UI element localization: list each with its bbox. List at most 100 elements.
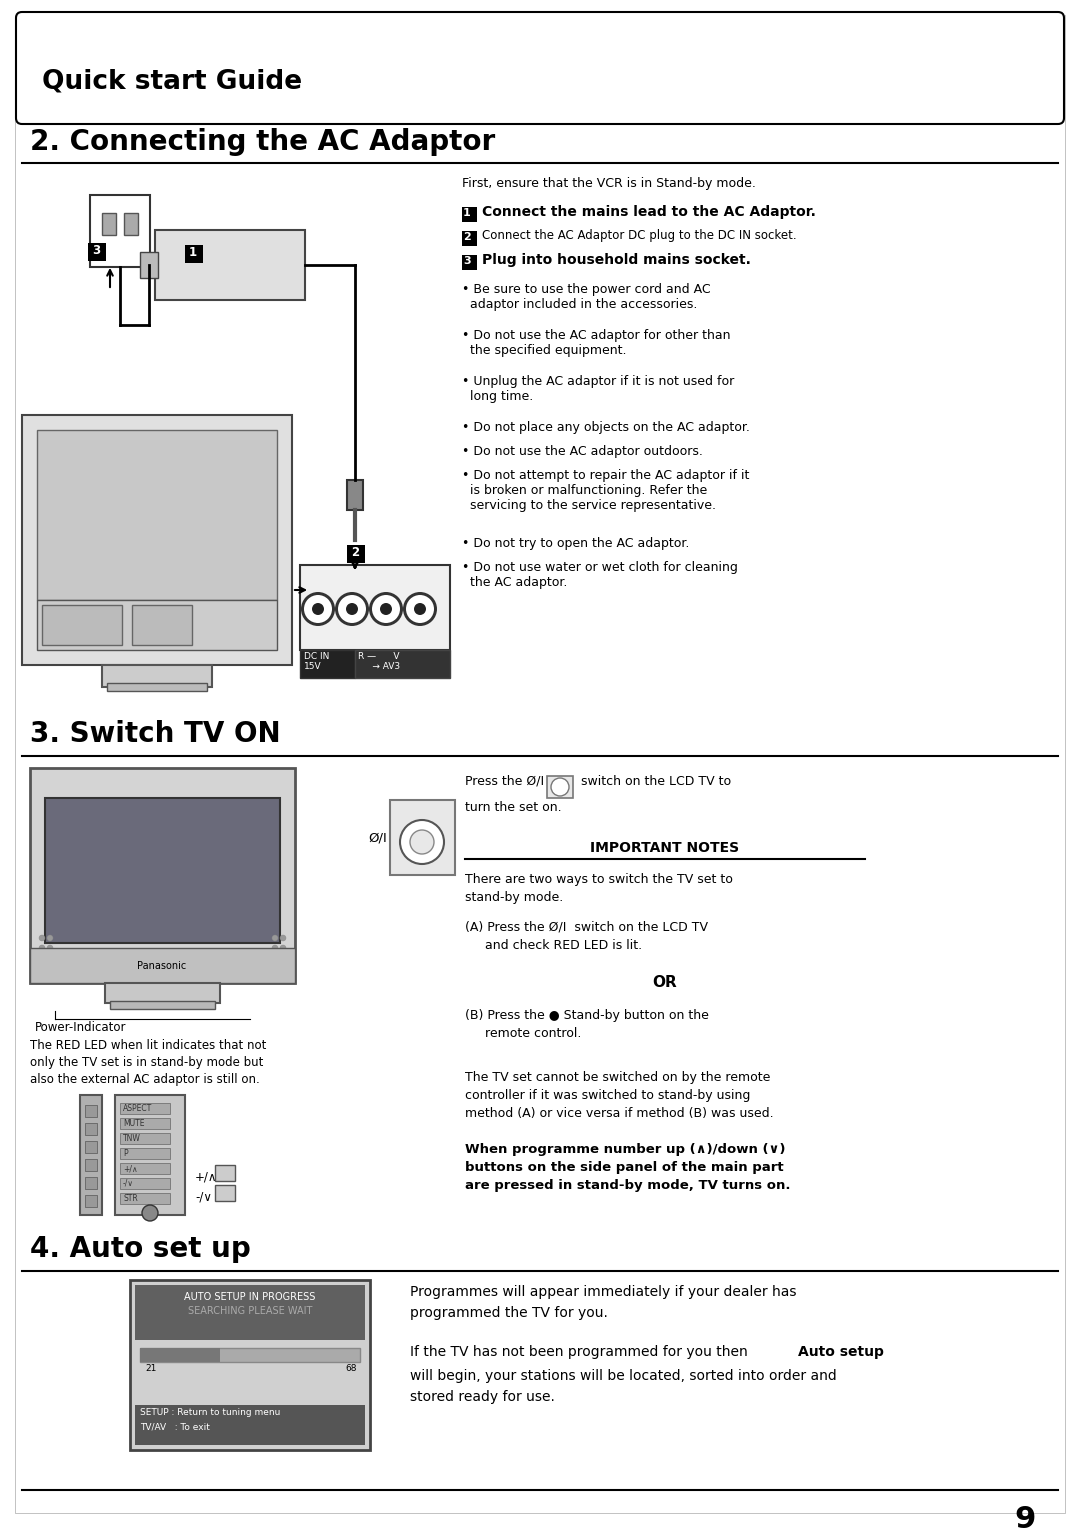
Text: Power-Indicator: Power-Indicator [35, 1021, 126, 1034]
Text: First, ensure that the VCR is in Stand-by mode.: First, ensure that the VCR is in Stand-b… [462, 177, 756, 189]
Circle shape [338, 594, 366, 623]
Text: Press the Ø/I: Press the Ø/I [465, 775, 544, 788]
Text: • Be sure to use the power cord and AC
  adaptor included in the accessories.: • Be sure to use the power cord and AC a… [462, 283, 711, 312]
Circle shape [48, 935, 53, 941]
Bar [546, 776, 573, 798]
Text: +/∧: +/∧ [123, 1164, 137, 1174]
Bar [90, 196, 150, 267]
Circle shape [414, 604, 426, 614]
Circle shape [48, 944, 53, 950]
Bar [30, 947, 295, 983]
Text: -/∨: -/∨ [123, 1180, 134, 1187]
Circle shape [272, 935, 278, 941]
Text: P: P [123, 1149, 127, 1158]
Bar [120, 1193, 170, 1204]
Bar [135, 1406, 365, 1445]
Text: DC IN
15V: DC IN 15V [303, 652, 329, 671]
Bar [390, 801, 455, 876]
Circle shape [39, 935, 45, 941]
Circle shape [112, 631, 120, 639]
Bar [85, 1141, 97, 1154]
Bar [37, 601, 276, 649]
Text: will begin, your stations will be located, sorted into order and
stored ready fo: will begin, your stations will be locate… [410, 1369, 837, 1404]
Circle shape [369, 591, 403, 626]
Circle shape [403, 591, 437, 626]
Text: • Do not place any objects on the AC adaptor.: • Do not place any objects on the AC ada… [462, 422, 750, 434]
Text: 68: 68 [345, 1365, 356, 1374]
Bar [37, 429, 276, 601]
Bar [140, 252, 158, 278]
Bar [107, 683, 207, 691]
Bar [347, 545, 365, 562]
Text: The RED LED when lit indicates that not
only the TV set is in stand-by mode but
: The RED LED when lit indicates that not … [30, 1039, 267, 1086]
Text: IMPORTANT NOTES: IMPORTANT NOTES [591, 840, 740, 856]
Bar [85, 1105, 97, 1117]
Circle shape [272, 944, 278, 950]
Circle shape [346, 604, 357, 614]
Text: The TV set cannot be switched on by the remote
controller if it was switched to : The TV set cannot be switched on by the … [465, 1071, 773, 1120]
Bar [300, 649, 355, 678]
Bar [45, 798, 280, 943]
Bar [130, 1280, 370, 1450]
Text: (B) Press the ● Stand-by button on the
     remote control.: (B) Press the ● Stand-by button on the r… [465, 1008, 708, 1041]
Text: Plug into household mains socket.: Plug into household mains socket. [482, 254, 751, 267]
Bar [120, 1178, 170, 1189]
Circle shape [303, 594, 332, 623]
Circle shape [301, 591, 335, 626]
Text: TNW: TNW [123, 1134, 140, 1143]
Bar [42, 605, 122, 645]
Text: TV/AV   : To exit: TV/AV : To exit [140, 1423, 210, 1432]
Text: 4. Auto set up: 4. Auto set up [30, 1235, 251, 1264]
Bar [140, 1348, 360, 1361]
Text: R —      V
     → AV3: R — V → AV3 [357, 652, 400, 671]
Bar [215, 1164, 235, 1181]
Bar [22, 416, 292, 665]
Text: 1: 1 [463, 208, 471, 219]
Bar [85, 1195, 97, 1207]
Circle shape [94, 631, 102, 639]
Bar [120, 1148, 170, 1160]
Text: AUTO SETUP IN PROGRESS: AUTO SETUP IN PROGRESS [185, 1293, 315, 1302]
Text: ASPECT: ASPECT [123, 1105, 152, 1112]
Text: 3: 3 [92, 244, 100, 257]
Text: switch on the LCD TV to: switch on the LCD TV to [577, 775, 731, 788]
Text: Connect the mains lead to the AC Adaptor.: Connect the mains lead to the AC Adaptor… [482, 205, 815, 219]
Circle shape [141, 1206, 158, 1221]
Text: • Do not use the AC adaptor outdoors.: • Do not use the AC adaptor outdoors. [462, 445, 703, 458]
Bar [80, 1096, 102, 1215]
Text: • Unplug the AC adaptor if it is not used for
  long time.: • Unplug the AC adaptor if it is not use… [462, 374, 734, 403]
Text: OR: OR [652, 975, 677, 990]
Text: 2: 2 [463, 232, 471, 241]
Text: (A) Press the Ø/I  switch on the LCD TV
     and check RED LED is lit.: (A) Press the Ø/I switch on the LCD TV a… [465, 921, 708, 952]
Text: 2. Connecting the AC Adaptor: 2. Connecting the AC Adaptor [30, 128, 496, 156]
Bar [120, 1118, 170, 1129]
Circle shape [335, 591, 369, 626]
Bar [120, 1163, 170, 1174]
Bar [120, 1132, 170, 1144]
Text: If the TV has not been programmed for you then: If the TV has not been programmed for yo… [410, 1345, 752, 1358]
Bar [87, 243, 106, 261]
Text: • Do not attempt to repair the AC adaptor if it
  is broken or malfunctioning. R: • Do not attempt to repair the AC adapto… [462, 469, 750, 512]
Text: -/∨: -/∨ [195, 1190, 212, 1203]
Text: 2: 2 [351, 545, 360, 559]
Bar [114, 1096, 185, 1215]
Circle shape [39, 944, 45, 950]
Text: • Do not use the AC adaptor for other than
  the specified equipment.: • Do not use the AC adaptor for other th… [462, 329, 730, 358]
Text: turn the set on.: turn the set on. [465, 801, 562, 814]
Bar [185, 244, 203, 263]
Text: Panasonic: Panasonic [137, 961, 187, 970]
Text: 1: 1 [189, 246, 198, 260]
Text: • Do not use water or wet cloth for cleaning
  the AC adaptor.: • Do not use water or wet cloth for clea… [462, 561, 738, 588]
Text: 9: 9 [1014, 1505, 1036, 1528]
Circle shape [312, 604, 324, 614]
Bar [124, 212, 138, 235]
Bar [462, 255, 477, 270]
Bar [102, 665, 212, 688]
Bar [462, 206, 477, 222]
Text: Auto setup: Auto setup [798, 1345, 883, 1358]
Text: When programme number up (∧)/down (∨)
buttons on the side panel of the main part: When programme number up (∧)/down (∨) bu… [465, 1143, 791, 1192]
Bar [300, 565, 450, 649]
Text: 21: 21 [145, 1365, 157, 1374]
FancyBboxPatch shape [16, 12, 1064, 124]
Bar [105, 983, 220, 1002]
